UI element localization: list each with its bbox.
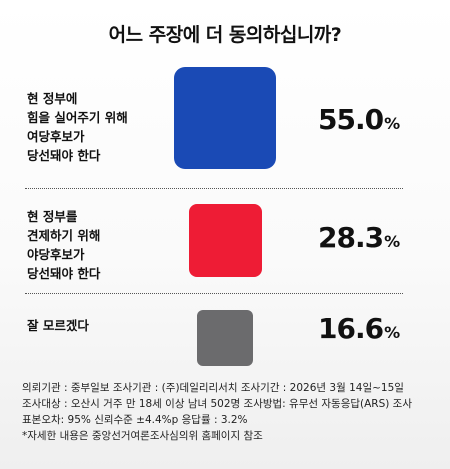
row-label-line: 야당후보가 <box>27 247 85 262</box>
value-number: 28.3 <box>318 221 384 254</box>
row-value-2: 28.3% <box>318 221 400 254</box>
row-label-line: 견제하기 위해 <box>27 228 101 243</box>
row-label-line: 여당후보가 <box>27 129 85 144</box>
value-percent-sign: % <box>384 114 400 133</box>
row-label-1: 현 정부에 힘을 실어주기 위해 여당후보가 당선돼야 한다 <box>27 89 128 165</box>
row-value-1: 55.0% <box>318 103 400 136</box>
value-number: 16.6 <box>318 312 384 345</box>
footnote-line: 표본오차: 95% 신뢰수준 ±4.4%p 응답률 : 3.2% <box>22 414 248 426</box>
divider <box>25 293 403 294</box>
divider <box>25 188 403 189</box>
value-percent-sign: % <box>384 323 400 342</box>
row-label-line: 현 정부를 <box>27 209 78 224</box>
footnote-line: 의뢰기관 : 중부일보 조사기관 : (주)데일리리서치 조사기간 : 2026… <box>22 382 404 394</box>
row-label-3: 잘 모르겠다 <box>27 316 89 335</box>
row-label-line: 당선돼야 한다 <box>27 266 101 281</box>
value-percent-sign: % <box>384 232 400 251</box>
row-label-line: 당선돼야 한다 <box>27 148 101 163</box>
bar-square-2 <box>189 204 262 277</box>
footnote-line: *자세한 내용은 중앙선거여론조사심의위 홈페이지 참조 <box>22 430 263 442</box>
footnote-line: 조사대상 : 오산시 거주 만 18세 이상 남녀 502명 조사방법: 유무선… <box>22 398 413 410</box>
row-label-line: 힘을 실어주기 위해 <box>27 110 128 125</box>
value-number: 55.0 <box>318 103 384 136</box>
row-label-line: 현 정부에 <box>27 91 78 106</box>
chart-title: 어느 주장에 더 동의하십니까? <box>108 24 342 46</box>
survey-footnote: 의뢰기관 : 중부일보 조사기관 : (주)데일리리서치 조사기간 : 2026… <box>22 380 412 444</box>
row-label-2: 현 정부를 견제하기 위해 야당후보가 당선돼야 한다 <box>27 207 100 283</box>
row-label-line: 잘 모르겠다 <box>27 318 89 333</box>
row-value-3: 16.6% <box>318 312 400 345</box>
bar-square-1 <box>174 67 276 169</box>
bar-square-3 <box>197 310 253 366</box>
